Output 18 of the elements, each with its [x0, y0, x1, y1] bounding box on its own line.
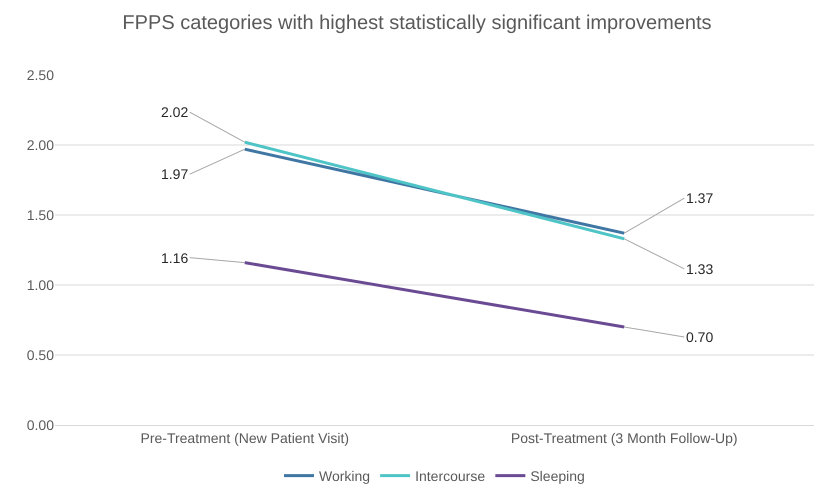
y-tick-label: 0.50: [26, 346, 54, 363]
y-tick-label: 2.50: [26, 66, 54, 83]
data-label: 2.02: [161, 104, 188, 120]
y-tick-label: 1.50: [26, 206, 54, 223]
data-label: 1.16: [161, 250, 188, 266]
legend-label: Sleeping: [530, 468, 585, 484]
data-label: 1.37: [686, 190, 714, 206]
chart-title: FPPS categories with highest statistically significant improvements: [122, 12, 712, 34]
y-tick-label: 2.00: [26, 136, 54, 153]
x-tick-label: Pre-Treatment (New Patient Visit): [140, 430, 350, 446]
data-label: 0.70: [686, 329, 714, 345]
y-tick-label: 1.00: [26, 276, 54, 293]
legend-label: Working: [319, 468, 370, 484]
data-label: 1.97: [161, 166, 188, 182]
legend-label: Intercourse: [415, 468, 486, 484]
y-tick-label: 0.00: [26, 416, 54, 433]
data-label: 1.33: [686, 261, 714, 277]
x-tick-label: Post-Treatment (3 Month Follow-Up): [510, 430, 738, 446]
